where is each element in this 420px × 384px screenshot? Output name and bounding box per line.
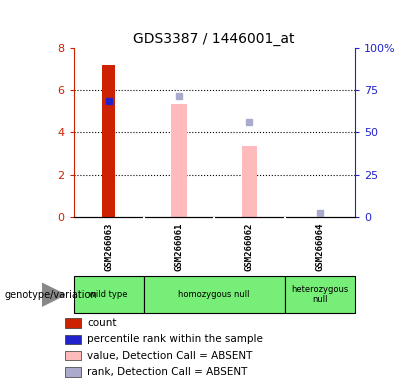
- Bar: [171, 104, 187, 217]
- Text: GSM266061: GSM266061: [175, 223, 184, 271]
- Text: GSM266064: GSM266064: [315, 223, 324, 271]
- Bar: [65, 318, 81, 328]
- Text: value, Detection Call = ABSENT: value, Detection Call = ABSENT: [87, 351, 253, 361]
- Polygon shape: [42, 283, 65, 306]
- Bar: [65, 367, 81, 377]
- Bar: [144, 276, 285, 313]
- Bar: [285, 276, 355, 313]
- Text: GSM266062: GSM266062: [245, 223, 254, 271]
- Text: heterozygous
null: heterozygous null: [291, 285, 348, 305]
- Bar: [74, 276, 144, 313]
- Title: GDS3387 / 1446001_at: GDS3387 / 1446001_at: [134, 31, 295, 46]
- Text: percentile rank within the sample: percentile rank within the sample: [87, 334, 263, 344]
- Bar: [65, 335, 81, 344]
- Text: wild type: wild type: [89, 290, 128, 299]
- Text: genotype/variation: genotype/variation: [4, 290, 97, 300]
- Bar: [65, 351, 81, 360]
- Bar: [102, 65, 115, 217]
- Bar: [241, 146, 257, 217]
- Text: GSM266063: GSM266063: [104, 223, 113, 271]
- Text: rank, Detection Call = ABSENT: rank, Detection Call = ABSENT: [87, 367, 248, 377]
- Text: homozygous null: homozygous null: [178, 290, 250, 299]
- Text: count: count: [87, 318, 117, 328]
